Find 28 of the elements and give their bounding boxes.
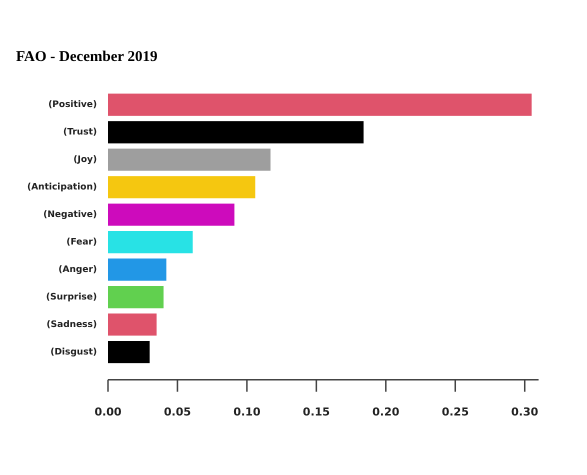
x-tick-label: 0.20 xyxy=(372,405,400,418)
x-tick-label: 0.10 xyxy=(233,405,261,418)
bar xyxy=(108,286,164,308)
y-tick-label: (Sadness) xyxy=(46,320,97,330)
bar xyxy=(108,121,364,144)
bar xyxy=(108,231,193,254)
y-tick-label: (Anticipation) xyxy=(27,182,97,193)
bar xyxy=(108,94,532,116)
bar xyxy=(108,340,150,364)
y-tick-label: (Surprise) xyxy=(46,292,97,302)
bar xyxy=(108,313,157,336)
x-tick-label: 0.30 xyxy=(511,405,539,418)
y-tick-label: (Fear) xyxy=(66,237,97,248)
bar xyxy=(108,148,271,171)
chart-title: FAO - December 2019 xyxy=(16,48,158,65)
y-tick-label: (Trust) xyxy=(63,128,97,138)
y-tick-label: (Positive) xyxy=(48,100,97,110)
y-tick-label: (Negative) xyxy=(43,210,97,220)
y-tick-label: (Anger) xyxy=(58,264,97,275)
x-tick-label: 0.25 xyxy=(442,405,469,418)
bar xyxy=(108,258,166,281)
x-tick-label: 0.00 xyxy=(94,405,122,418)
y-tick-label: (Disgust) xyxy=(50,347,97,358)
x-tick-label: 0.15 xyxy=(302,405,330,418)
x-tick-label: 0.05 xyxy=(164,405,192,418)
y-tick-label: (Joy) xyxy=(73,155,97,166)
bar xyxy=(108,176,256,198)
bar xyxy=(108,204,234,226)
